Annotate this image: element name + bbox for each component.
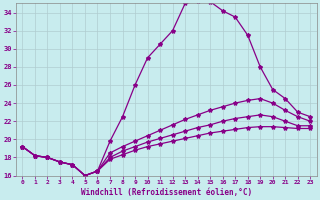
X-axis label: Windchill (Refroidissement éolien,°C): Windchill (Refroidissement éolien,°C) xyxy=(81,188,252,197)
